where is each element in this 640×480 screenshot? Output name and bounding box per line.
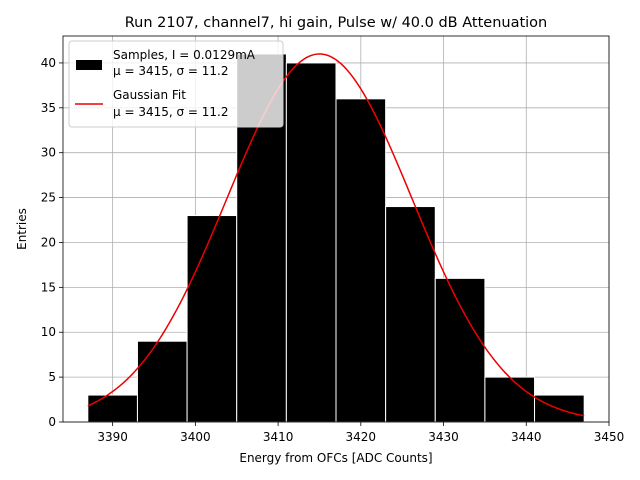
chart-title: Run 2107, channel7, hi gain, Pulse w/ 40…: [125, 15, 548, 31]
x-tick-label: 3430: [428, 430, 459, 444]
x-tick-label: 3400: [180, 430, 211, 444]
x-tick-label: 3420: [346, 430, 377, 444]
y-tick-label: 40: [41, 56, 56, 70]
legend-box: [68, 40, 284, 128]
plot-frame: [62, 35, 610, 423]
y-tick-label: 15: [41, 280, 56, 294]
y-axis-ticks: 0 5 10 15 20 25 30 35 40: [41, 56, 63, 429]
legend-samples-swatch: [76, 60, 102, 70]
gaussian-fit-line: [87, 53, 585, 417]
histogram-bar: [484, 376, 536, 423]
legend-fit-line2: μ = 3415, σ = 11.2: [113, 105, 229, 119]
y-tick-label: 5: [48, 370, 56, 384]
y-axis-label: Entries: [15, 208, 29, 250]
histogram-bar: [285, 62, 337, 423]
x-axis-ticks: 3390 3400 3410 3420 3430 3440 3450: [97, 422, 624, 444]
legend: Samples, I = 0.0129mA μ = 3415, σ = 11.2…: [68, 40, 284, 128]
x-tick-label: 3440: [511, 430, 542, 444]
x-tick-label: 3410: [263, 430, 294, 444]
y-tick-label: 30: [41, 146, 56, 160]
legend-fit-line1: Gaussian Fit: [113, 88, 186, 102]
y-tick-label: 20: [41, 235, 56, 249]
x-axis-label: Energy from OFCs [ADC Counts]: [239, 451, 432, 465]
histogram-bar: [434, 277, 486, 423]
legend-samples-line2: μ = 3415, σ = 11.2: [113, 64, 229, 78]
histogram-bar: [186, 215, 238, 423]
x-tick-label: 3450: [594, 430, 625, 444]
histogram-bar: [385, 206, 436, 423]
histogram-bar: [335, 98, 387, 423]
y-tick-label: 0: [48, 415, 56, 429]
legend-samples-line1: Samples, I = 0.0129mA: [113, 48, 256, 62]
histogram-bars: [87, 53, 585, 423]
histogram-bar: [136, 340, 188, 423]
y-tick-label: 35: [41, 101, 56, 115]
histogram-bar: [87, 394, 138, 423]
y-tick-label: 25: [41, 191, 56, 205]
x-tick-label: 3390: [97, 430, 128, 444]
y-tick-label: 10: [41, 325, 56, 339]
